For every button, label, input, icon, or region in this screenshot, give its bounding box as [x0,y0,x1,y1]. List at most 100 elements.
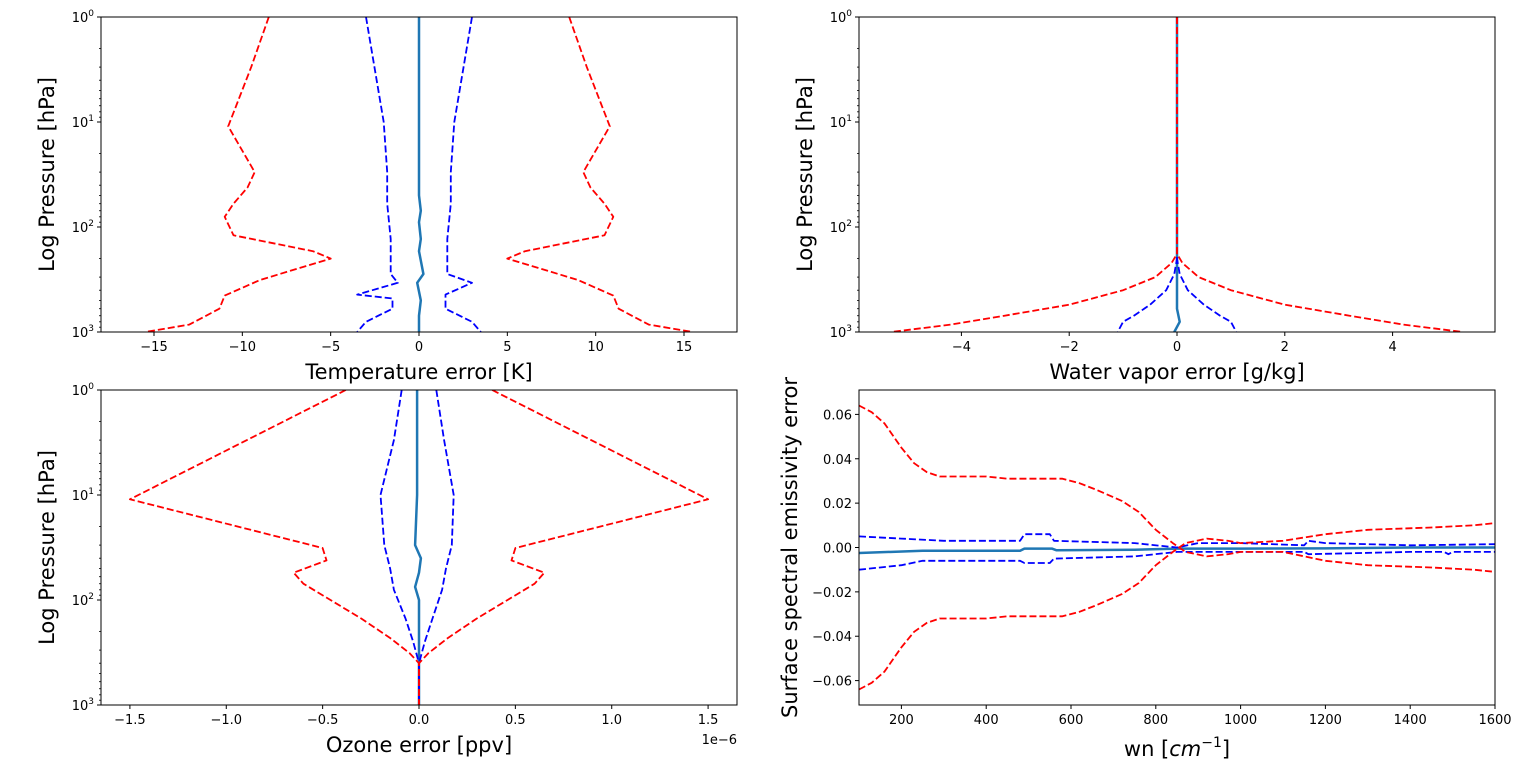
y-tick-base: 10 [72,594,89,609]
x-tick-label: 1000 [1224,713,1257,728]
y-tick-label: 0.02 [823,497,852,512]
y-tick-base: 10 [72,384,89,399]
y-tick-label: 103 [830,324,852,341]
series-group [129,390,709,705]
x-tick-label: 600 [1059,713,1084,728]
y-tick-exponent: 3 [846,324,852,334]
series-range-neg-line [129,390,420,705]
y-tick-exponent: 0 [88,9,94,19]
series-std-neg-line [356,17,399,332]
y-tick-label: 0.00 [823,542,852,557]
x-tick-label: 0 [415,340,423,355]
series-range-neg-line [891,17,1178,332]
series-range-lower-line [859,522,1495,691]
series-mean-line [415,17,425,332]
x-axis-label: wn [cm−1] [1124,735,1230,759]
y-tick-base: 10 [830,116,847,131]
y-tick-base: 10 [830,221,847,236]
x-tick-label: −2 [1060,340,1079,355]
y-tick-label: 101 [830,114,852,131]
y-tick-label: 101 [72,114,94,131]
y-tick-label: 0.06 [823,408,852,423]
y-tick-base: 10 [830,11,847,26]
x-tick-label: 4 [1388,340,1396,355]
x-axis-label: Ozone error [ppv] [326,733,512,757]
y-tick-label: −0.04 [812,630,852,645]
y-tick-label: 103 [72,697,94,714]
y-axis-label: Log Pressure [hPa] [793,77,817,272]
x-tick-label: 5 [503,340,511,355]
series-group [145,17,693,332]
x-tick-label: 0 [1173,340,1181,355]
x-tick-label: 1.5 [698,713,719,728]
y-tick-label: −0.06 [812,675,852,690]
x-tick-label: 0.5 [505,713,526,728]
y-tick-exponent: 0 [88,382,94,392]
y-tick-label: 102 [72,219,94,236]
x-tick-label: 10 [587,340,604,355]
x-tick-label: 15 [676,340,693,355]
x-tick-label: 1600 [1478,713,1511,728]
x-axis-label: Temperature error [K] [304,360,532,384]
series-std-neg-line [379,390,420,705]
series-mean-line [859,546,1495,555]
y-axis-label: Log Pressure [hPa] [35,450,59,645]
x-tick-label: 400 [974,713,999,728]
series-std-pos-line [418,390,455,705]
y-tick-label: −0.02 [812,586,852,601]
y-tick-label: 102 [72,592,94,609]
x-tick-label: −1.5 [114,713,146,728]
y-tick-label: 100 [72,382,95,399]
y-tick-label: 101 [72,487,94,504]
x-axis-label: Water vapor error [g/kg] [1049,360,1304,384]
x-tick-label: −5 [321,340,340,355]
x-tick-label: −1.0 [210,713,242,728]
x-tick-label: 1.0 [601,713,622,728]
series-std-pos-line [1176,17,1238,332]
y-tick-base: 10 [72,326,89,341]
x-tick-label: −15 [140,340,167,355]
y-tick-base: 10 [72,116,89,131]
y-tick-exponent: 3 [88,324,94,334]
y-tick-base: 10 [72,11,89,26]
series-group [891,17,1463,332]
y-tick-exponent: 2 [88,592,94,602]
y-tick-base: 10 [72,221,89,236]
series-group [859,404,1495,691]
series-range-pos-line [1176,17,1463,332]
x-tick-label: −10 [229,340,256,355]
x-tick-label: 200 [889,713,914,728]
x-tick-label: 1400 [1394,713,1427,728]
y-tick-label: 100 [830,9,853,26]
x-tick-label: 1200 [1309,713,1342,728]
series-std-upper-line [859,533,1495,549]
x-axis-label-close: ] [1222,737,1230,759]
y-tick-base: 10 [830,326,847,341]
x-tick-label: −4 [952,340,971,355]
y-tick-exponent: 1 [846,114,852,124]
y-tick-exponent: 0 [846,9,852,19]
x-axis-label-base: wn [ [1124,737,1169,759]
x-tick-label: 2 [1281,340,1289,355]
series-range-neg-line [145,17,332,332]
series-range-pos-line [506,17,693,332]
chart-ozone: −1.5 −1.0 −0.5 0.0 0.5 1.0 1.5100101102103Ozon… [35,382,738,757]
x-axis-label-exponent: −1 [1201,735,1222,751]
y-tick-base: 10 [72,489,89,504]
y-tick-exponent: 3 [88,697,94,707]
y-tick-exponent: 2 [88,219,94,229]
y-tick-label: 103 [72,324,94,341]
x-tick-label: 0.0 [409,713,430,728]
y-tick-label: 100 [72,9,95,26]
y-tick-label: 102 [830,219,852,236]
x-tick-label: −0.5 [307,713,339,728]
y-tick-exponent: 2 [846,219,852,229]
y-tick-base: 10 [72,699,89,714]
series-range-pos-line [418,390,709,705]
series-mean-line [413,390,423,705]
y-tick-exponent: 1 [88,114,94,124]
